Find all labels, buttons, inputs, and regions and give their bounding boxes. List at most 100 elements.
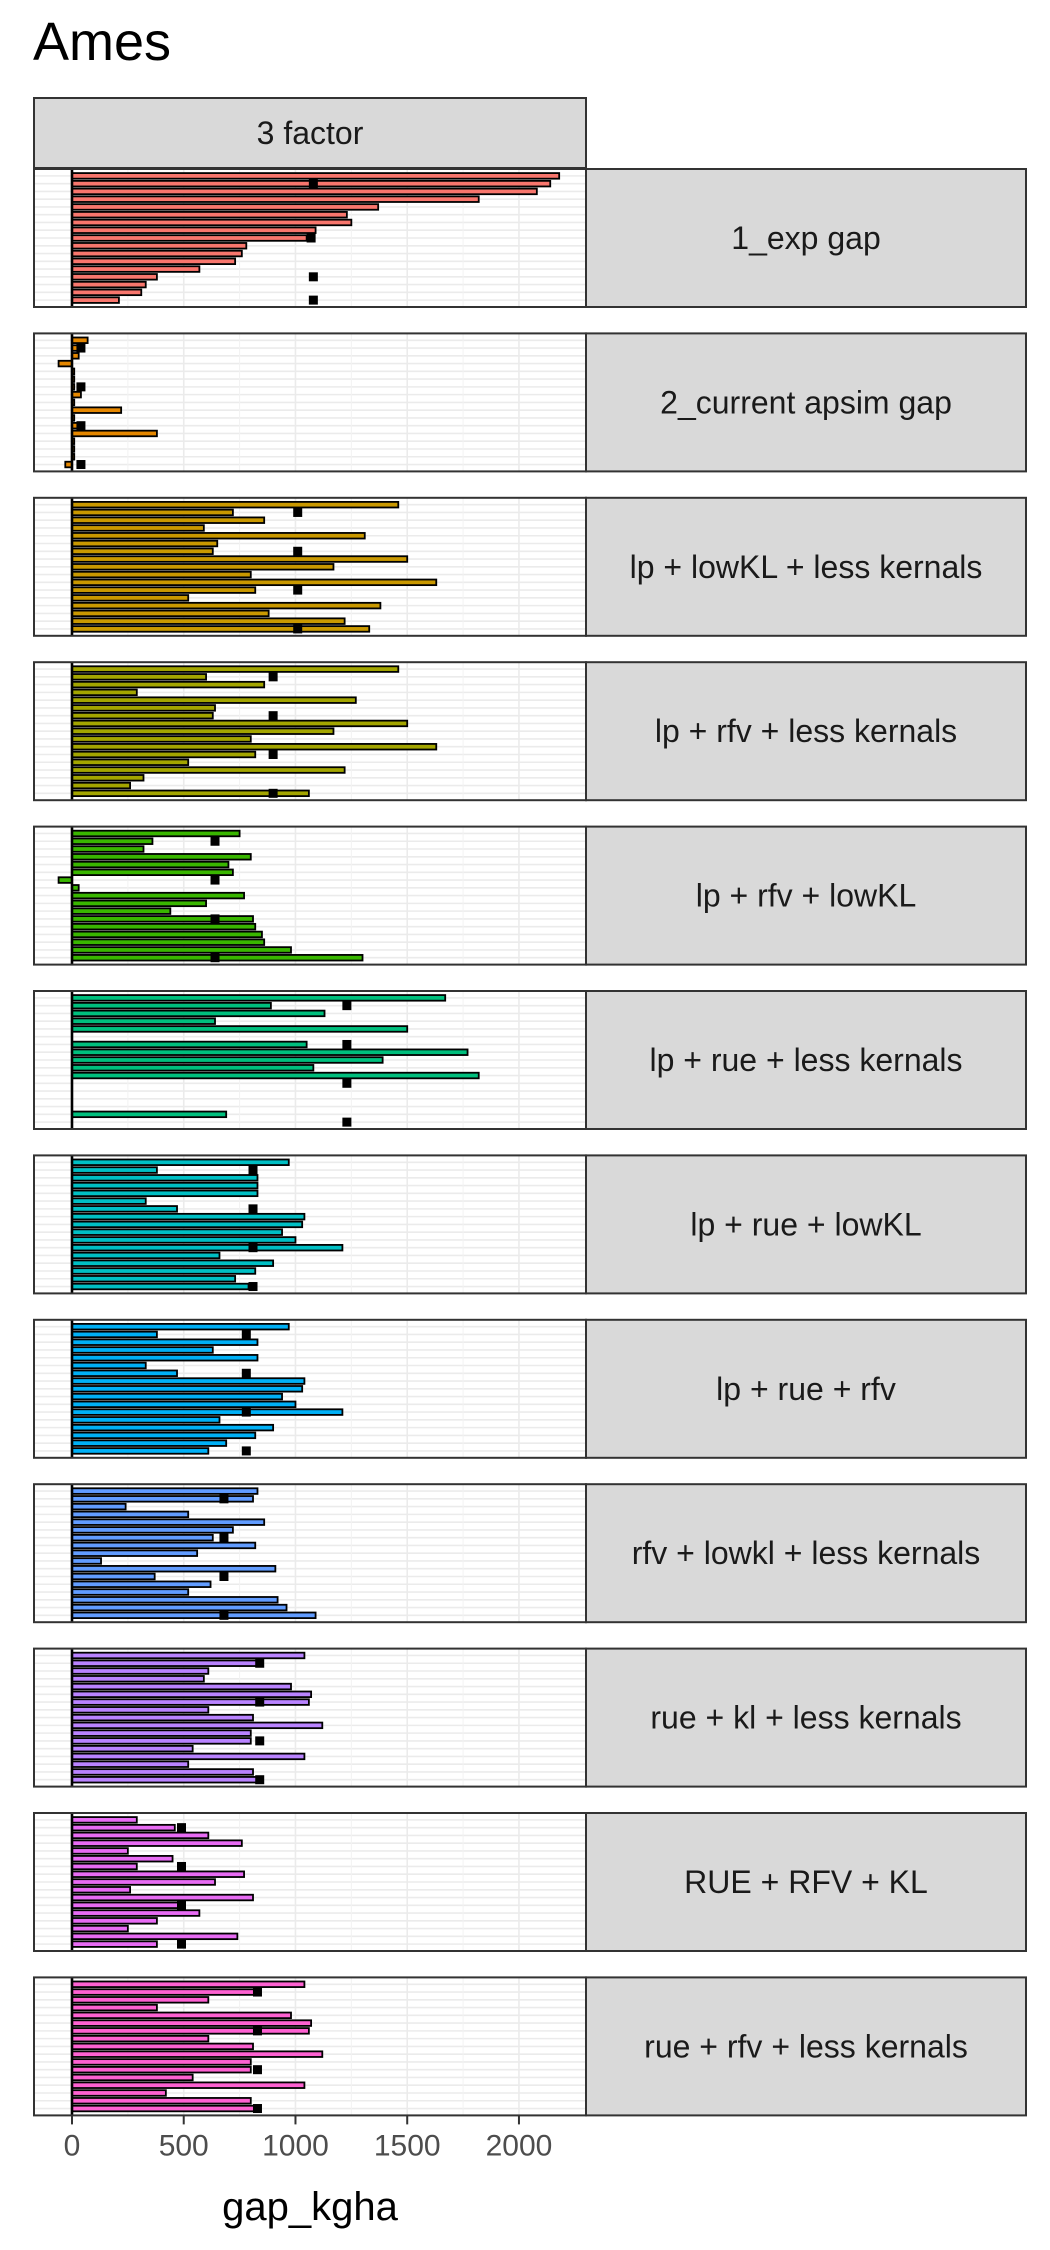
bar bbox=[71, 1541, 257, 1550]
bar bbox=[71, 1682, 292, 1691]
bar bbox=[71, 1940, 158, 1948]
bar bbox=[71, 1408, 344, 1416]
bar bbox=[71, 1423, 275, 1432]
point-marker bbox=[255, 1736, 265, 1746]
bar bbox=[71, 1572, 156, 1581]
bar bbox=[71, 938, 266, 946]
facet-strip bbox=[585, 1318, 1027, 1459]
bar bbox=[71, 1346, 214, 1354]
point-marker bbox=[210, 875, 220, 885]
facet-strip-label: lp + rfv + less kernals bbox=[655, 713, 957, 749]
bar bbox=[71, 1354, 259, 1362]
bar bbox=[71, 750, 257, 759]
bar bbox=[71, 1056, 384, 1064]
bar bbox=[71, 2027, 310, 2035]
bar bbox=[71, 1996, 210, 2004]
x-tick-label: 0 bbox=[64, 2129, 81, 2162]
point-marker bbox=[241, 1446, 251, 1456]
bar bbox=[71, 891, 245, 900]
bar bbox=[71, 1369, 178, 1377]
point-marker bbox=[342, 1117, 352, 1127]
bar bbox=[71, 2011, 292, 2020]
x-axis: 0 500 1000 1500 2000 bbox=[64, 2115, 553, 2162]
bar bbox=[71, 1064, 315, 1072]
bar bbox=[71, 508, 234, 517]
bar bbox=[71, 2003, 158, 2012]
point-marker bbox=[248, 1204, 258, 1214]
bar bbox=[71, 1361, 147, 1370]
bar bbox=[71, 234, 308, 242]
bar bbox=[71, 1698, 310, 1706]
bar bbox=[71, 1510, 190, 1519]
bar bbox=[71, 226, 317, 234]
point-marker bbox=[306, 233, 316, 243]
bar bbox=[71, 1400, 297, 1409]
facet-strip-label: lp + lowKL + less kernals bbox=[630, 549, 983, 585]
x-tick-label: 1500 bbox=[374, 2129, 441, 2162]
bar bbox=[71, 1706, 210, 1714]
bar bbox=[71, 1878, 216, 1886]
bar bbox=[71, 696, 357, 704]
bar bbox=[71, 2104, 259, 2113]
bar bbox=[71, 1596, 279, 1604]
bar bbox=[71, 868, 234, 877]
panel: lp + lowKL + less kernals bbox=[33, 496, 1027, 637]
bar bbox=[71, 1212, 306, 1221]
bar bbox=[71, 1909, 201, 1917]
point-marker bbox=[252, 1987, 262, 1997]
facet-strip bbox=[585, 990, 1027, 1130]
bar bbox=[71, 2042, 254, 2051]
point-marker bbox=[248, 1282, 258, 1292]
point-marker bbox=[255, 1697, 265, 1707]
bar bbox=[71, 1048, 469, 1056]
point-marker bbox=[293, 624, 303, 634]
column-strip: 3 factor bbox=[33, 97, 587, 169]
x-axis-title: gap_kgha bbox=[222, 2185, 398, 2229]
bar bbox=[71, 1228, 283, 1236]
bar bbox=[71, 1862, 138, 1871]
point-marker bbox=[210, 953, 220, 963]
bar bbox=[71, 727, 335, 735]
bar bbox=[71, 1518, 266, 1526]
bar bbox=[71, 406, 123, 414]
bar bbox=[71, 907, 172, 915]
bar bbox=[71, 2073, 194, 2082]
bar bbox=[71, 1392, 283, 1401]
bar bbox=[71, 946, 292, 954]
bar bbox=[71, 1526, 234, 1534]
bar bbox=[71, 758, 190, 766]
bar bbox=[71, 930, 263, 939]
bar bbox=[71, 609, 270, 618]
point-marker bbox=[252, 2104, 262, 2114]
bar bbox=[71, 1236, 297, 1244]
bar bbox=[71, 2058, 252, 2066]
bar bbox=[71, 1181, 259, 1190]
bar bbox=[71, 1611, 317, 1620]
bar bbox=[71, 1816, 138, 1824]
panel: lp + rue + lowKL bbox=[33, 1154, 1027, 1295]
x-tick-label: 2000 bbox=[486, 2129, 553, 2162]
bar bbox=[71, 1823, 176, 1832]
bar bbox=[71, 524, 205, 532]
panel: rue + rfv + less kernals bbox=[33, 1976, 1027, 2117]
column-strip-label: 3 factor bbox=[257, 115, 364, 151]
bar bbox=[71, 1768, 254, 1776]
panel: lp + rue + rfv bbox=[33, 1318, 1027, 1459]
column-strip-box bbox=[33, 97, 587, 169]
bar bbox=[71, 1267, 257, 1275]
point-marker bbox=[268, 711, 278, 721]
bar bbox=[71, 1377, 306, 1385]
bar bbox=[71, 1439, 228, 1447]
bar bbox=[71, 1416, 221, 1424]
chart-title: Ames bbox=[33, 12, 171, 72]
bar bbox=[71, 743, 438, 751]
point-marker bbox=[308, 272, 318, 282]
point-marker bbox=[76, 460, 86, 470]
bar bbox=[71, 1174, 259, 1182]
bar bbox=[71, 242, 248, 250]
bar bbox=[71, 1690, 313, 1699]
bar bbox=[71, 555, 409, 563]
facet-strip bbox=[585, 825, 1027, 966]
point-marker bbox=[76, 382, 86, 392]
bar bbox=[71, 539, 219, 548]
